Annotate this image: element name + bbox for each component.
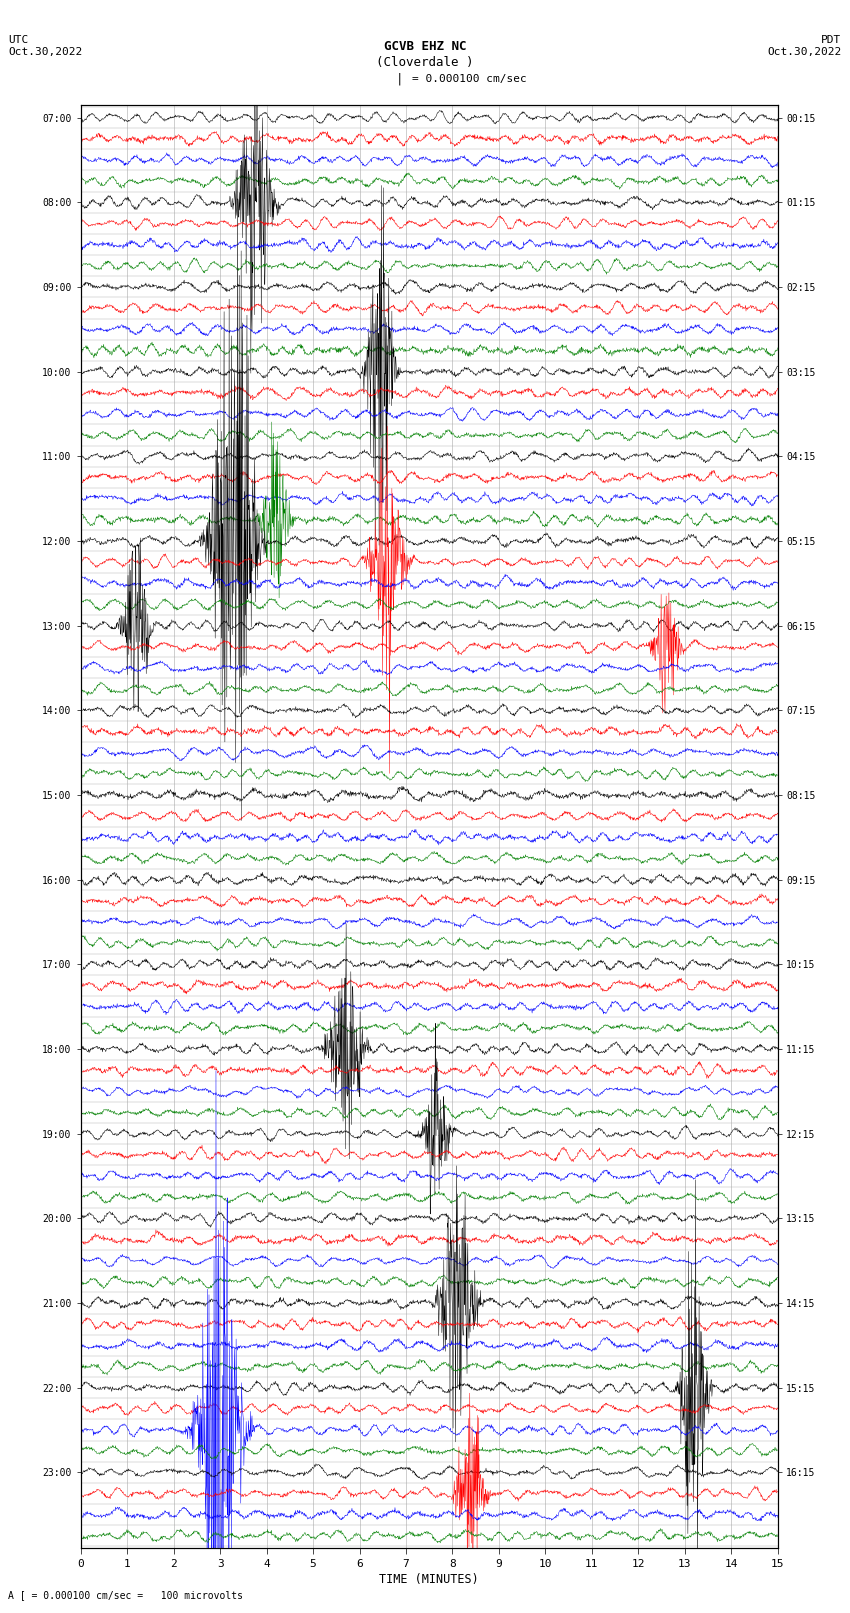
X-axis label: TIME (MINUTES): TIME (MINUTES) xyxy=(379,1573,479,1586)
Text: Oct.30,2022: Oct.30,2022 xyxy=(768,47,842,56)
Text: = 0.000100 cm/sec: = 0.000100 cm/sec xyxy=(412,74,527,84)
Text: GCVB EHZ NC: GCVB EHZ NC xyxy=(383,40,467,53)
Text: A [ = 0.000100 cm/sec =   100 microvolts: A [ = 0.000100 cm/sec = 100 microvolts xyxy=(8,1590,243,1600)
Text: PDT: PDT xyxy=(821,35,842,45)
Text: (Cloverdale ): (Cloverdale ) xyxy=(377,56,473,69)
Text: |: | xyxy=(396,73,403,85)
Text: UTC: UTC xyxy=(8,35,29,45)
Text: Oct.30,2022: Oct.30,2022 xyxy=(8,47,82,56)
